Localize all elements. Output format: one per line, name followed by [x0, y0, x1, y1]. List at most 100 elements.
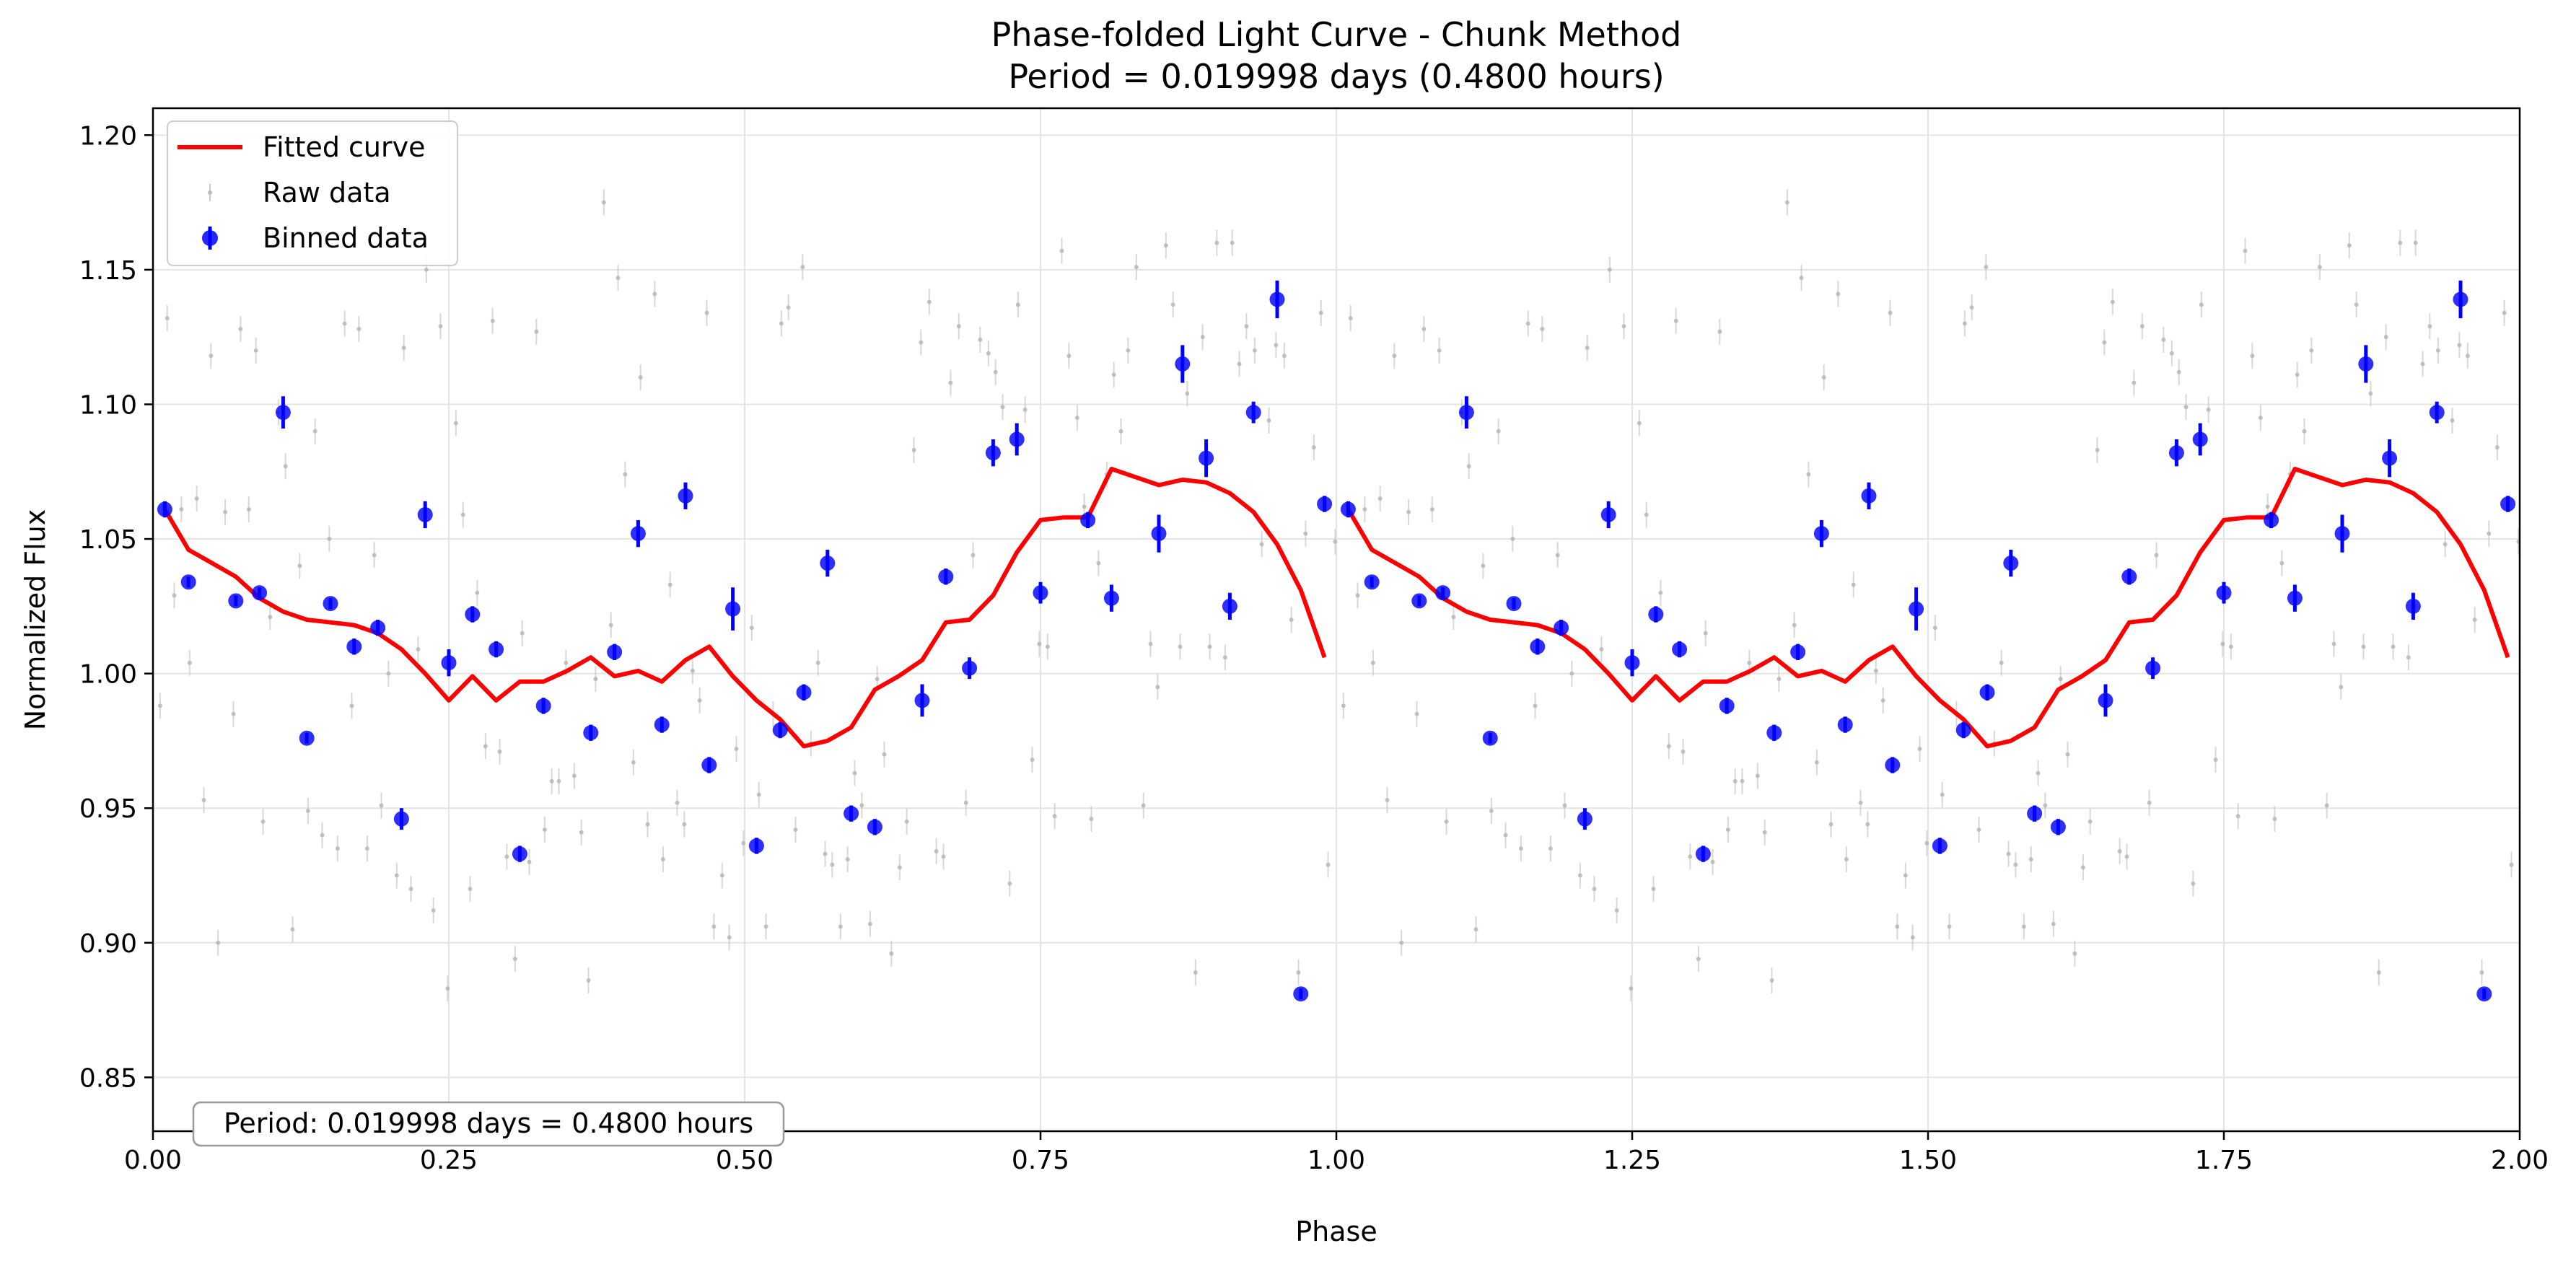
- binned-data-point: [417, 501, 433, 529]
- raw-data-point: [1074, 405, 1079, 431]
- raw-data-point: [475, 579, 480, 606]
- raw-data-point: [194, 486, 199, 512]
- raw-data-point: [1814, 749, 1819, 776]
- raw-data-point: [2087, 808, 2093, 835]
- raw-data-point: [2368, 380, 2373, 407]
- raw-data-point: [741, 830, 746, 856]
- raw-data-point: [1873, 657, 1878, 684]
- raw-data-point: [675, 789, 680, 816]
- raw-data-point: [2450, 407, 2455, 434]
- raw-data-point: [911, 436, 916, 463]
- binned-data-point: [1482, 730, 1498, 746]
- binned-data-point: [1790, 644, 1806, 660]
- y-tick-label: 0.90: [79, 929, 137, 959]
- raw-data-point: [1045, 633, 1050, 660]
- raw-data-point: [2302, 418, 2307, 444]
- raw-data-point: [2443, 531, 2448, 558]
- binned-data-point: [583, 724, 599, 741]
- binned-data-point: [2098, 684, 2113, 717]
- raw-data-point: [608, 612, 613, 638]
- raw-data-point: [1037, 631, 1042, 657]
- x-axis-label: Phase: [1295, 1216, 1377, 1247]
- raw-data-point: [201, 787, 206, 814]
- raw-data-point: [1710, 848, 1715, 875]
- x-tick-label: 1.00: [1307, 1146, 1365, 1175]
- raw-data-point: [483, 733, 488, 760]
- binned-data-point: [1293, 986, 1309, 1002]
- raw-data-point: [2080, 854, 2085, 881]
- raw-data-point: [1451, 604, 1456, 631]
- raw-data-point: [2021, 913, 2026, 940]
- binned-data-point: [465, 606, 481, 623]
- raw-data-point: [1326, 851, 1331, 878]
- raw-data-point: [1717, 318, 1722, 345]
- raw-data-point: [372, 542, 377, 568]
- raw-data-point: [2072, 940, 2077, 967]
- raw-data-point: [1473, 916, 1478, 943]
- binned-data-point: [1861, 482, 1877, 510]
- binned-data-point: [796, 684, 812, 701]
- binned-data-point: [441, 649, 457, 677]
- raw-data-point: [815, 649, 820, 676]
- raw-data-point: [1555, 542, 1560, 568]
- raw-data-point: [2235, 803, 2240, 830]
- binned-data-point: [1530, 638, 1546, 655]
- raw-data-point: [1585, 335, 1590, 361]
- raw-data-point: [734, 736, 739, 763]
- fitted-curve-series: [162, 467, 2510, 749]
- raw-data-point: [364, 835, 369, 862]
- binned-data-point: [1435, 585, 1451, 601]
- raw-data-point: [2220, 631, 2225, 657]
- raw-data-point: [1769, 967, 1774, 994]
- raw-data-point: [1525, 310, 1530, 337]
- binned-data-point: [2121, 568, 2137, 585]
- raw-data-point: [2339, 674, 2344, 701]
- period-annotation-text: Period: 0.019998 days = 0.4800 hours: [224, 1107, 753, 1139]
- raw-data-point: [919, 329, 924, 356]
- raw-data-point: [349, 693, 354, 719]
- raw-data-point: [1880, 687, 1885, 713]
- binned-data-point: [180, 574, 196, 590]
- raw-data-point: [2361, 633, 2366, 660]
- raw-data-point: [260, 808, 266, 835]
- y-tick-label: 0.85: [79, 1063, 137, 1093]
- binned-data-point: [1269, 280, 1285, 319]
- raw-data-point: [1030, 747, 1035, 773]
- raw-data-point: [601, 189, 606, 216]
- binned-data-point: [2500, 496, 2516, 512]
- raw-data-point: [1252, 337, 1257, 364]
- legend-binned-data-swatch: [202, 227, 218, 250]
- raw-data-point: [1214, 229, 1219, 256]
- raw-data-point: [1910, 924, 1915, 951]
- raw-data-point: [179, 496, 184, 523]
- binned-data-point: [844, 805, 859, 822]
- binned-data-point: [1624, 649, 1640, 677]
- raw-data-point: [408, 876, 413, 903]
- raw-data-point: [711, 913, 717, 940]
- raw-data-point: [1851, 571, 1856, 598]
- binned-data-point: [867, 819, 882, 835]
- raw-data-point: [1237, 351, 1242, 377]
- y-tick-label: 1.15: [79, 256, 137, 286]
- binned-data-point: [985, 439, 1001, 467]
- raw-data-point: [2243, 237, 2248, 264]
- raw-data-point: [1732, 768, 1738, 794]
- raw-data-point: [2509, 851, 2514, 878]
- binned-data-point: [1103, 584, 1119, 612]
- raw-data-point: [615, 265, 621, 291]
- raw-data-point: [623, 461, 628, 488]
- raw-data-point: [312, 418, 317, 444]
- raw-data-point: [904, 808, 909, 835]
- raw-data-point: [859, 792, 864, 819]
- raw-data-point: [2147, 789, 2152, 816]
- raw-data-point: [638, 364, 643, 391]
- raw-data-point: [1696, 946, 1701, 972]
- raw-data-point: [1836, 281, 1841, 307]
- fitted-curve-line: [162, 467, 1327, 749]
- binned-data-point: [2003, 549, 2019, 577]
- raw-data-point: [956, 313, 961, 340]
- raw-data-point: [527, 848, 532, 875]
- raw-data-point: [1806, 461, 1811, 488]
- binned-data-point: [275, 396, 291, 429]
- x-tick-label: 0.50: [716, 1146, 774, 1175]
